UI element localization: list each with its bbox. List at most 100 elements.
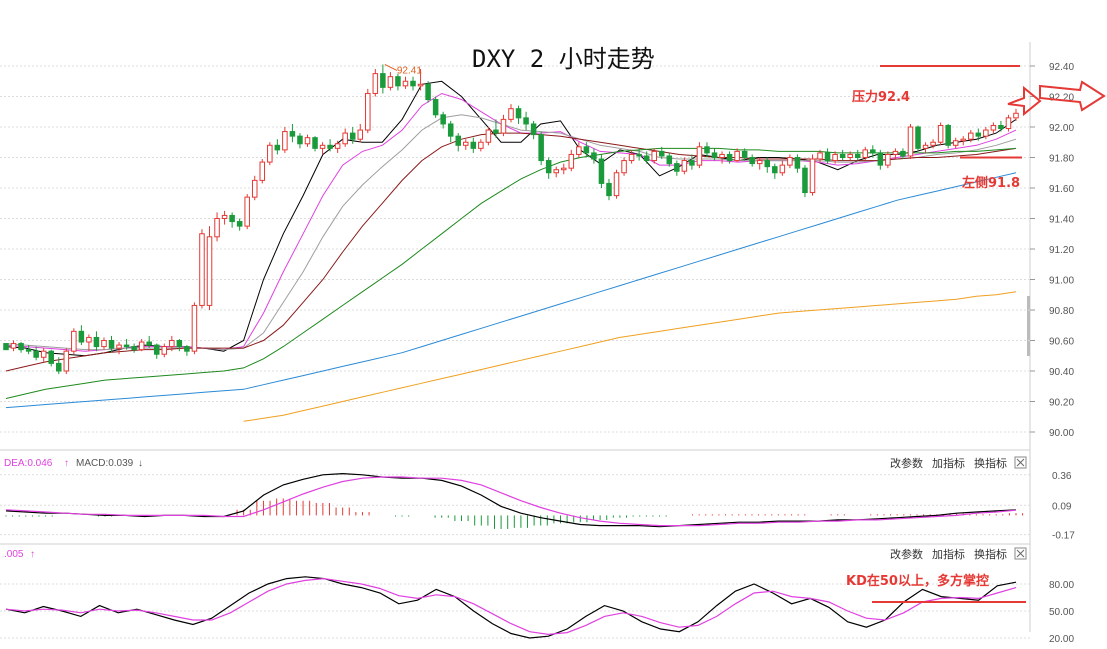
candle — [327, 139, 333, 152]
kd-toolbar: 改参数 加指标 换指标 — [890, 547, 1027, 561]
candle-body — [779, 164, 786, 174]
candle — [191, 302, 198, 355]
candle — [726, 151, 733, 164]
candle-body — [915, 126, 921, 149]
candle — [576, 142, 582, 158]
axis-scroll-handle[interactable] — [1027, 296, 1030, 356]
candle-body — [500, 118, 507, 134]
candle — [312, 136, 318, 152]
candle — [116, 342, 122, 355]
candle — [643, 151, 650, 164]
support-label: 左侧91.8 — [962, 175, 1020, 191]
switch-indicator-button[interactable]: 换指标 — [974, 547, 1007, 561]
switch-indicator-button[interactable]: 换指标 — [974, 456, 1007, 470]
candle — [455, 133, 461, 152]
candle-body — [410, 80, 416, 87]
candle-body — [704, 146, 710, 154]
candle-body — [545, 160, 552, 174]
candle-body — [1013, 112, 1019, 119]
candle — [741, 148, 748, 161]
close-icon — [1016, 458, 1025, 467]
change-params-button[interactable]: 改参数 — [890, 456, 923, 470]
candle — [500, 114, 507, 137]
candle — [440, 111, 446, 129]
main-y-ticks: 92.40 92.20 92.00 91.80 91.60 91.40 91.20 91.00… — [1030, 62, 1074, 439]
y-tick-label: 90.20 — [1049, 398, 1074, 409]
candle — [636, 148, 642, 161]
candle — [470, 137, 477, 153]
y-tick-label: 90.00 — [1049, 428, 1074, 439]
candle-body — [161, 346, 168, 355]
candle-body — [176, 340, 183, 348]
candle-body — [591, 152, 597, 160]
candle — [259, 159, 266, 184]
candle-body — [395, 76, 401, 87]
candle-body — [794, 157, 801, 169]
high-marker-label: 92.41 — [397, 65, 422, 76]
candle — [101, 337, 107, 350]
change-params-button[interactable]: 改参数 — [890, 547, 923, 561]
candle-body — [108, 340, 115, 349]
candle-body — [146, 341, 152, 346]
candle — [945, 123, 951, 149]
candle-body — [93, 336, 100, 348]
candle — [48, 349, 54, 367]
candle — [689, 154, 695, 170]
candle-body — [463, 141, 469, 146]
candle-body — [169, 340, 175, 348]
candle-body — [48, 350, 54, 364]
candle-body — [221, 214, 228, 219]
macd-tick-label: 0.36 — [1052, 471, 1072, 482]
candle-body — [764, 160, 771, 168]
candle-body — [877, 152, 884, 166]
candle-body — [568, 153, 575, 169]
add-indicator-button[interactable]: 加指标 — [932, 456, 965, 470]
candle-body — [274, 144, 281, 151]
candle-body — [236, 221, 243, 227]
candle-body — [711, 152, 718, 159]
candle — [847, 151, 853, 161]
candle-body — [937, 124, 944, 143]
y-tick-label: 92.20 — [1049, 93, 1074, 104]
candle — [425, 81, 431, 103]
candle-body — [18, 343, 24, 351]
candle-body — [153, 344, 160, 355]
candle-body — [267, 144, 273, 163]
candle — [568, 149, 575, 172]
candle-body — [998, 124, 1004, 130]
candle-body — [862, 149, 869, 158]
kd-tick-label: 50.00 — [1049, 607, 1074, 618]
candle-body — [583, 146, 590, 154]
candle-body — [643, 155, 650, 162]
candle-body — [425, 83, 431, 101]
candle — [538, 131, 544, 166]
candle-body — [741, 150, 748, 158]
candle — [937, 122, 944, 146]
candle-body — [885, 153, 891, 166]
add-indicator-button[interactable]: 加指标 — [932, 547, 965, 561]
candle-body — [975, 132, 982, 137]
kd-tick-label: 80.00 — [1049, 580, 1074, 591]
candle-body — [726, 153, 733, 162]
candle — [839, 149, 846, 161]
candle-body — [960, 138, 966, 142]
candle-body — [674, 163, 680, 172]
candle — [952, 137, 959, 149]
candle — [417, 69, 424, 91]
candle-body — [719, 153, 725, 158]
candle — [131, 343, 137, 353]
candle-body — [681, 160, 688, 172]
candle-body — [922, 144, 929, 149]
y-tick-label: 90.60 — [1049, 337, 1074, 348]
candle-body — [282, 131, 288, 151]
candle — [478, 139, 484, 152]
candle-body — [696, 146, 703, 166]
candle — [719, 151, 725, 164]
candle-body — [636, 153, 642, 157]
candle-body — [40, 350, 47, 358]
candle-body — [101, 340, 107, 348]
kd-note: KD在50以上，多方掌控 — [846, 573, 989, 589]
macd-panel — [5, 472, 1024, 529]
